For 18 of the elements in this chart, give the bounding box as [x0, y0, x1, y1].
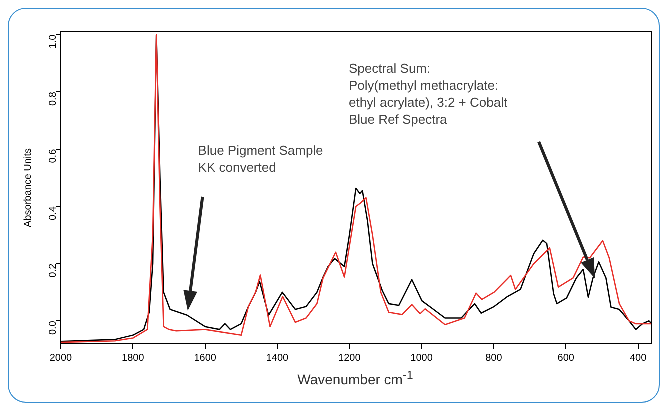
- x-tick-label: 800: [486, 352, 503, 364]
- x-tick-label: 400: [630, 352, 648, 364]
- x-tick-label: 1200: [338, 352, 362, 364]
- x-tick-label: 1400: [266, 352, 290, 364]
- x-tick-label: 600: [558, 352, 575, 364]
- y-axis-title: Absorbance Units: [22, 148, 34, 228]
- x-tick-label: 1800: [122, 352, 145, 364]
- x-tick-label: 2000: [50, 352, 73, 364]
- annotation: Spectral Sum: Poly(methyl methacrylate: ethyl acrylate), 3:2 + Cobalt Blue Ref Spectra: [348, 60, 508, 128]
- x-tick-label: 1600: [194, 352, 217, 364]
- y-tick-label: 0.0: [48, 320, 59, 336]
- y-tick-label: 0.8: [48, 92, 59, 106]
- annotation: Blue Pigment Sample KK converted: [198, 142, 324, 176]
- y-tick-label: 0.6: [48, 148, 59, 164]
- y-tick-label: 1.0: [48, 34, 59, 49]
- x-tick-label: 1000: [410, 352, 434, 364]
- y-tick-label: 0.4: [48, 206, 59, 221]
- y-tick-label: 0.2: [48, 263, 59, 278]
